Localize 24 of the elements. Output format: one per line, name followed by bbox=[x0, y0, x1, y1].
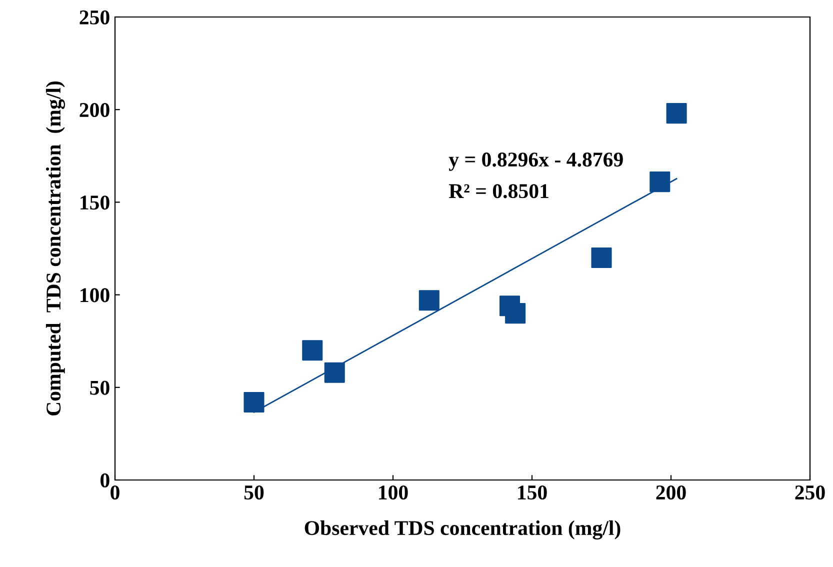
y-tick-label: 100 bbox=[80, 288, 110, 302]
point bbox=[244, 392, 264, 412]
y-tick-label: 150 bbox=[80, 196, 110, 210]
point bbox=[418, 290, 440, 311]
x-tick-label: 150 bbox=[518, 485, 547, 500]
point bbox=[302, 340, 323, 361]
y-tick-label: 50 bbox=[90, 380, 110, 395]
annotation: R² = 0.8501 bbox=[448, 184, 548, 198]
point bbox=[650, 172, 670, 192]
point bbox=[324, 362, 345, 383]
x-tick-label: 0 bbox=[110, 485, 120, 500]
y-tick-label: 200 bbox=[80, 102, 110, 118]
x-tick-label: 50 bbox=[244, 485, 264, 500]
x-tick-label: 100 bbox=[379, 485, 408, 500]
x-tick-label: 200 bbox=[656, 485, 686, 500]
x-axis-title: Observed TDS concentration (mg/l) bbox=[304, 520, 620, 540]
point bbox=[505, 303, 526, 324]
y-tick-label: 0 bbox=[100, 473, 110, 488]
x-tick-label: 250 bbox=[795, 485, 825, 500]
y-tick-label: 250 bbox=[80, 10, 110, 24]
point bbox=[591, 247, 612, 268]
point bbox=[666, 103, 687, 124]
y-axis-title: Computed TDS concentration (mg/l) bbox=[46, 81, 65, 416]
annotation: y = 0.8296x - 4.8769 bbox=[448, 152, 623, 171]
